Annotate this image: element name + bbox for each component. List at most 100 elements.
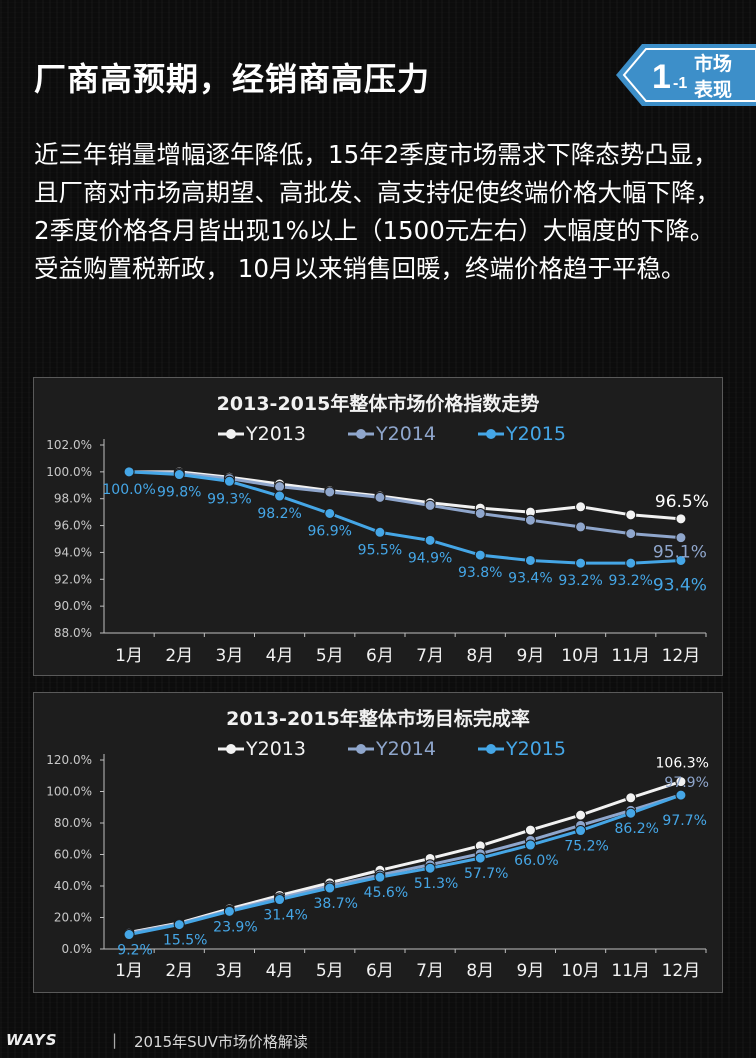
data-label-y2014: 97.9% bbox=[664, 775, 708, 791]
footer-separator: | bbox=[112, 1031, 118, 1049]
x-tick-label: 4月 bbox=[266, 961, 294, 981]
data-label-y2015: 57.7% bbox=[464, 866, 508, 882]
legend-item-y2013: Y2013 bbox=[218, 423, 306, 445]
x-tick-label: 1月 bbox=[115, 961, 143, 981]
data-label-y2015: 9.2% bbox=[117, 943, 153, 959]
chart-title: 2013-2015年整体市场价格指数走势 bbox=[217, 392, 540, 415]
badge-label-line1: 市场 bbox=[694, 52, 732, 75]
x-tick-label: 7月 bbox=[416, 646, 444, 666]
x-tick-label: 1月 bbox=[115, 646, 143, 666]
data-point-y2015 bbox=[324, 507, 336, 519]
y-tick-label: 98.0% bbox=[54, 492, 92, 506]
y-tick-label: 80.0% bbox=[54, 816, 92, 830]
data-point-y2015 bbox=[474, 549, 486, 561]
legend-item-y2015: Y2015 bbox=[478, 423, 566, 445]
data-point-y2015 bbox=[424, 862, 436, 874]
data-point-y2013 bbox=[625, 792, 637, 804]
legend-label-y2013: Y2013 bbox=[245, 423, 306, 445]
data-label-y2015: 86.2% bbox=[615, 821, 659, 837]
series-line-y2014 bbox=[129, 470, 682, 540]
x-tick-label: 8月 bbox=[466, 961, 494, 981]
data-label-y2015: 15.5% bbox=[163, 933, 207, 949]
data-point-y2015 bbox=[173, 919, 185, 931]
footer: WAYS | 2015年SUV市场价格解读 bbox=[0, 1028, 420, 1054]
x-tick-label: 5月 bbox=[316, 961, 344, 981]
y-tick-label: 100.0% bbox=[46, 785, 92, 799]
data-label-y2013: 106.3% bbox=[656, 756, 709, 772]
x-tick-label: 3月 bbox=[216, 646, 244, 666]
x-tick-label: 3月 bbox=[216, 961, 244, 981]
data-label-y2015: 38.7% bbox=[314, 896, 358, 912]
chart-title: 2013-2015年整体市场目标完成率 bbox=[226, 707, 530, 730]
footer-caption: 2015年SUV市场价格解读 bbox=[134, 1033, 308, 1051]
data-point-y2015 bbox=[575, 825, 587, 837]
data-point-y2015 bbox=[524, 839, 536, 851]
data-point-y2014 bbox=[324, 486, 336, 498]
y-tick-label: 60.0% bbox=[54, 848, 92, 862]
data-point-y2015 bbox=[123, 929, 135, 941]
data-point-y2015 bbox=[474, 852, 486, 864]
y-tick-label: 96.0% bbox=[54, 519, 92, 533]
data-point-y2014 bbox=[274, 481, 286, 493]
data-label-y2015: 75.2% bbox=[564, 839, 608, 855]
data-point-y2015 bbox=[424, 534, 436, 546]
x-tick-label: 11月 bbox=[611, 646, 650, 666]
y-tick-label: 40.0% bbox=[54, 879, 92, 893]
intro-text: 近三年销量增幅逐年降低，15年2季度市场需求下降态势凸显，且厂商对市场高期望、高… bbox=[34, 136, 724, 288]
section-badge: 1 -1 市场 表现 bbox=[616, 44, 756, 106]
legend-label-y2015: Y2015 bbox=[505, 738, 566, 760]
x-tick-label: 2月 bbox=[165, 646, 193, 666]
data-point-y2014 bbox=[374, 491, 386, 503]
data-point-y2015 bbox=[274, 894, 286, 906]
legend-label-y2013: Y2013 bbox=[245, 738, 306, 760]
x-tick-label: 6月 bbox=[366, 961, 394, 981]
x-tick-label: 8月 bbox=[466, 646, 494, 666]
legend-label-y2015: Y2015 bbox=[505, 423, 566, 445]
data-label-y2015: 95.5% bbox=[358, 542, 402, 558]
data-label-y2015: 31.4% bbox=[263, 908, 307, 924]
legend-marker-y2015 bbox=[486, 744, 496, 754]
intro-paragraph-2: 受益购置税新政， 10月以来销售回暖，终端价格趋于平稳。 bbox=[34, 254, 686, 283]
x-tick-label: 4月 bbox=[266, 646, 294, 666]
data-point-y2013 bbox=[675, 776, 687, 788]
price-index-chart-panel: 2013-2015年整体市场价格指数走势 Y2013 Y2014 Y2015 88.0%… bbox=[33, 377, 723, 676]
data-label-y2015: 51.3% bbox=[414, 876, 458, 892]
x-tick-label: 12月 bbox=[662, 646, 701, 666]
y-tick-label: 90.0% bbox=[54, 599, 92, 613]
intro-paragraph-1: 近三年销量增幅逐年降低，15年2季度市场需求下降态势凸显，且厂商对市场高期望、高… bbox=[34, 140, 720, 245]
data-label-y2015: 97.7% bbox=[662, 813, 706, 829]
data-label-y2015: 23.9% bbox=[213, 919, 257, 935]
series-line-y2013 bbox=[128, 780, 682, 934]
data-label-y2015: 96.9% bbox=[308, 523, 352, 539]
data-point-y2015 bbox=[675, 554, 687, 566]
legend-label-y2014: Y2014 bbox=[375, 738, 436, 760]
x-tick-label: 5月 bbox=[316, 646, 344, 666]
y-tick-label: 94.0% bbox=[54, 545, 92, 559]
target-completion-chart: 2013-2015年整体市场目标完成率 Y2013 Y2014 Y2015 0.0% 20… bbox=[46, 707, 709, 981]
x-tick-label: 12月 bbox=[662, 961, 701, 981]
data-label-y2015: 93.8% bbox=[458, 565, 502, 581]
data-label-y2015: 98.2% bbox=[257, 506, 301, 522]
footer-logo: WAYS bbox=[6, 1031, 58, 1049]
data-label-y2013: 96.5% bbox=[655, 492, 709, 512]
x-tick-label: 2月 bbox=[165, 961, 193, 981]
data-point-y2014 bbox=[474, 507, 486, 519]
badge-number: 1 bbox=[652, 58, 671, 96]
data-label-y2015: 45.6% bbox=[364, 885, 408, 901]
y-tick-label: 102.0% bbox=[46, 438, 92, 452]
data-point-y2013 bbox=[625, 509, 637, 521]
x-tick-label: 6月 bbox=[366, 646, 394, 666]
data-point-y2013 bbox=[675, 513, 687, 525]
data-label-y2015: 100.0% bbox=[102, 482, 155, 498]
legend-label-y2014: Y2014 bbox=[375, 423, 436, 445]
data-label-y2015: 93.4% bbox=[653, 575, 707, 595]
data-label-y2015: 93.4% bbox=[508, 570, 552, 586]
badge-label-line2: 表现 bbox=[694, 78, 732, 101]
badge-sub-number: -1 bbox=[673, 75, 687, 92]
data-point-y2015 bbox=[223, 475, 235, 487]
page-title: 厂商高预期，经销商高压力 bbox=[34, 60, 431, 98]
data-point-y2013 bbox=[575, 809, 587, 821]
data-point-y2015 bbox=[173, 469, 185, 481]
badge-inner-outline bbox=[622, 48, 756, 102]
legend-item-y2014: Y2014 bbox=[348, 738, 436, 760]
